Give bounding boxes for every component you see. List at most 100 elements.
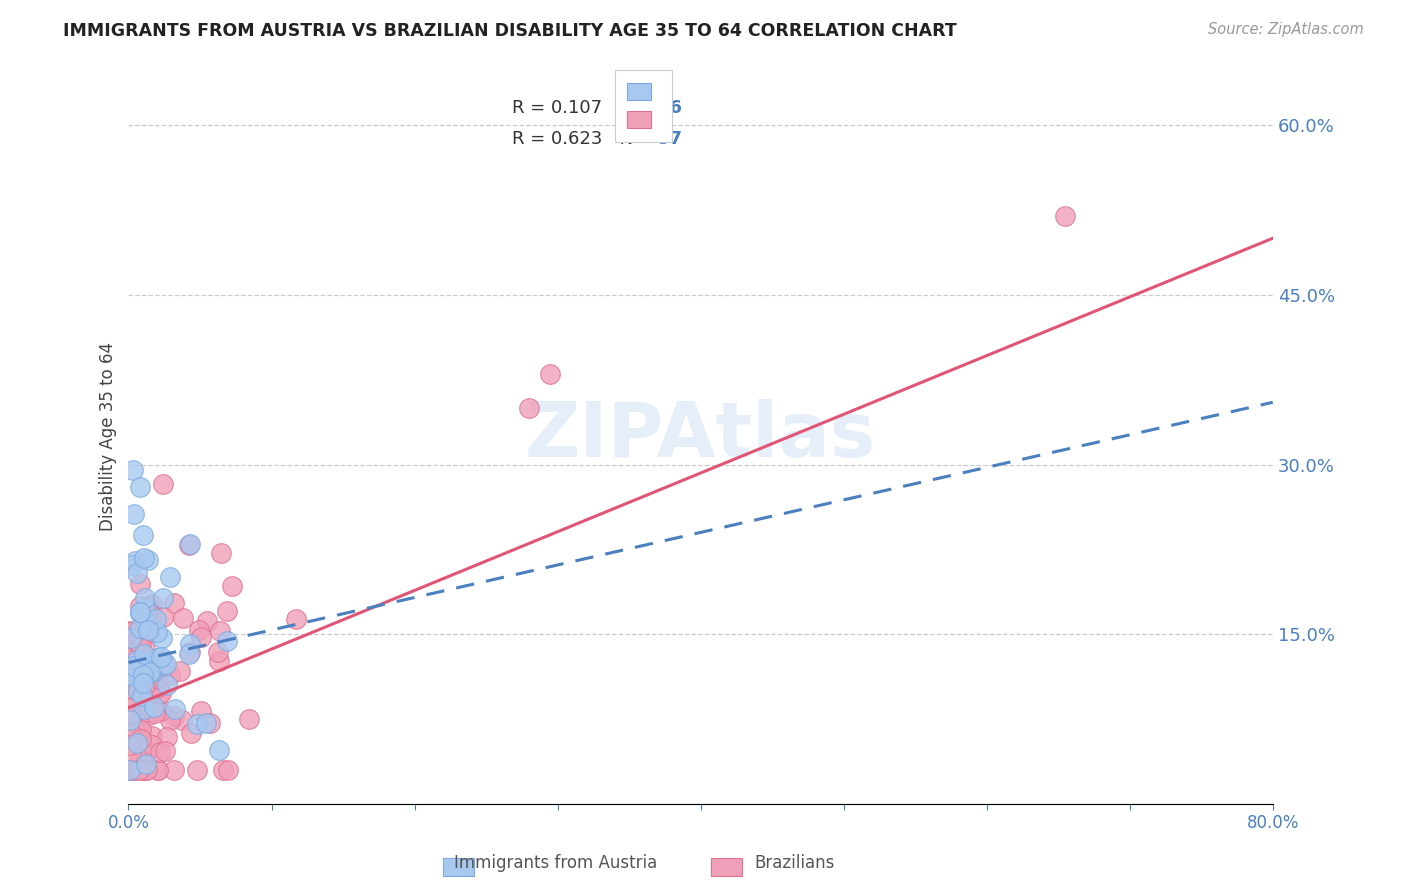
Point [129,680,152,694]
Point [135,763,157,777]
Point [128,714,150,729]
Point [215,634,238,648]
Point [165,702,187,716]
Point [136,552,159,566]
Point [149,686,172,700]
Point [207,644,229,658]
Point [179,537,201,551]
Point [146,651,169,665]
Point [136,617,159,632]
Point [141,738,163,752]
Point [134,641,156,656]
Point [138,664,160,678]
Point [134,647,156,661]
Point [146,763,169,777]
Point [208,624,231,639]
Point [132,763,155,777]
Point [207,742,229,756]
Point [186,717,208,731]
Point [131,689,153,703]
Point [121,682,143,697]
Point [150,631,173,645]
Point [132,702,155,716]
Point [145,611,167,625]
Point [217,604,239,618]
Point [141,597,163,611]
Point [177,538,200,552]
Text: Source: ZipAtlas.com: Source: ZipAtlas.com [1208,22,1364,37]
Point [194,715,217,730]
Point [135,746,157,760]
Point [152,591,174,606]
Point [134,678,156,692]
Point [134,600,156,615]
Point [127,683,149,698]
Point [122,507,145,521]
Point [138,700,160,714]
Point [136,608,159,623]
Point [129,670,152,684]
Legend: , : , [614,70,672,142]
Point [152,476,174,491]
Point [138,708,160,723]
Point [163,596,186,610]
Point [148,658,170,673]
Point [517,401,540,415]
Point [139,665,162,679]
Point [124,647,146,661]
Point [179,647,201,661]
Point [135,655,157,669]
Point [208,654,231,668]
Point [129,731,152,746]
Point [118,724,141,739]
Point [118,738,141,752]
Point [124,671,146,685]
Text: 97: 97 [657,129,682,147]
Point [153,658,176,673]
Point [121,558,143,572]
Point [124,554,146,568]
Point [118,671,141,685]
Point [212,763,235,777]
Point [129,621,152,635]
Point [125,763,148,777]
Point [136,651,159,665]
Point [125,566,148,581]
Point [155,657,177,672]
Point [134,747,156,762]
Point [127,653,149,667]
Point [118,763,141,777]
Text: R = 0.107   N =: R = 0.107 N = [512,99,659,117]
Point [129,605,152,619]
Point [155,744,177,758]
Point [238,712,260,726]
Point [134,591,156,605]
Point [190,630,212,644]
Point [149,745,172,759]
Text: Immigrants from Austria: Immigrants from Austria [454,855,657,872]
Point [132,551,155,566]
Point [217,763,239,777]
Point [163,763,186,777]
Point [134,763,156,777]
Y-axis label: Disability Age 35 to 64: Disability Age 35 to 64 [100,342,117,531]
Point [1054,209,1077,223]
Point [132,527,155,541]
Point [124,659,146,673]
Point [118,624,141,639]
Point [159,570,181,584]
Point [197,615,219,629]
Point [118,714,141,728]
Point [143,706,166,721]
Point [172,611,194,625]
Text: Brazilians: Brazilians [754,855,835,872]
Point [190,704,212,718]
Point [180,726,202,740]
Point [136,599,159,613]
Point [152,610,174,624]
Point [120,631,142,645]
Point [139,673,162,688]
Point [122,763,145,777]
Point [129,640,152,654]
Point [118,713,141,727]
